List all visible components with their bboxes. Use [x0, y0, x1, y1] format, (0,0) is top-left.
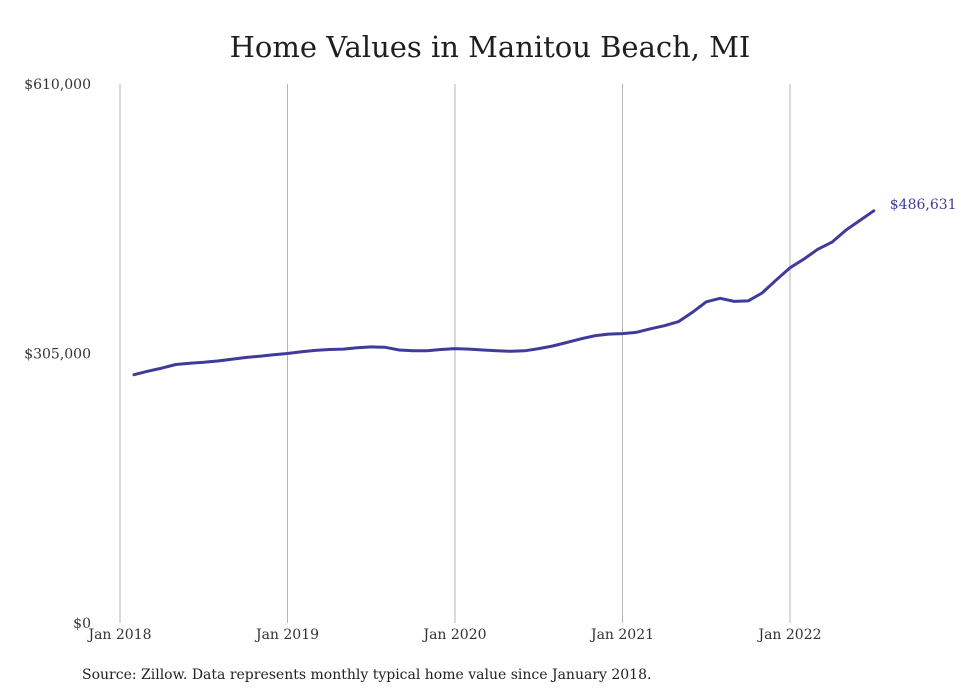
- x-tick-label: Jan 2022: [756, 627, 821, 643]
- data-point: [858, 219, 861, 222]
- data-point: [663, 324, 666, 327]
- data-point: [440, 348, 443, 351]
- data-point: [384, 346, 387, 349]
- data-point: [719, 297, 722, 300]
- data-point: [356, 346, 359, 349]
- data-point: [733, 300, 736, 303]
- data-point: [160, 367, 163, 370]
- data-point: [398, 348, 401, 351]
- data-point: [872, 209, 875, 212]
- data-point: [146, 370, 149, 373]
- data-point: [174, 363, 177, 366]
- data-point: [328, 348, 331, 351]
- data-point: [216, 360, 219, 363]
- series-line: [132, 209, 876, 377]
- data-point: [565, 341, 568, 344]
- chart-title: Home Values in Manitou Beach, MI: [229, 30, 751, 64]
- data-point: [677, 320, 680, 323]
- data-point: [467, 348, 470, 351]
- y-tick-label: $0: [73, 616, 91, 632]
- data-point: [523, 349, 526, 352]
- data-point: [244, 356, 247, 359]
- data-point: [579, 337, 582, 340]
- data-point: [202, 361, 205, 364]
- data-point: [342, 348, 345, 351]
- data-point: [789, 266, 792, 269]
- data-point: [607, 333, 610, 336]
- data-point: [802, 257, 805, 260]
- data-point: [649, 327, 652, 330]
- grid-lines: [119, 84, 791, 623]
- data-point: [300, 350, 303, 353]
- data-point: [132, 373, 135, 376]
- data-point: [816, 248, 819, 251]
- series-line-layer: [132, 209, 876, 377]
- data-point: [495, 349, 498, 352]
- data-point: [230, 358, 233, 361]
- data-point: [537, 347, 540, 350]
- data-point: [454, 347, 457, 350]
- data-point: [705, 300, 708, 303]
- data-point: [509, 350, 512, 353]
- y-axis-ticks: $0 $305,000 $610,000: [24, 77, 91, 632]
- data-point: [635, 331, 638, 334]
- data-point: [551, 344, 554, 347]
- data-point: [761, 291, 764, 294]
- source-note: Source: Zillow. Data represents monthly …: [82, 667, 652, 683]
- data-point: [775, 279, 778, 282]
- data-point: [621, 332, 624, 335]
- y-tick-label: $610,000: [24, 77, 91, 93]
- data-point: [747, 299, 750, 302]
- data-point: [188, 362, 191, 365]
- data-point: [844, 229, 847, 232]
- y-tick-label: $305,000: [24, 347, 91, 363]
- x-tick-label: Jan 2020: [421, 627, 486, 643]
- data-point: [412, 349, 415, 352]
- data-point: [830, 241, 833, 244]
- data-point: [481, 348, 484, 351]
- x-axis-ticks: Jan 2018 Jan 2019 Jan 2020 Jan 2021 Jan 2022: [86, 627, 821, 643]
- end-value-label: $486,631: [890, 197, 957, 213]
- x-tick-label: Jan 2018: [86, 627, 151, 643]
- data-point: [691, 311, 694, 314]
- data-point: [258, 355, 261, 358]
- data-point: [370, 345, 373, 348]
- x-tick-label: Jan 2021: [589, 627, 654, 643]
- data-point: [426, 349, 429, 352]
- x-tick-label: Jan 2019: [254, 627, 319, 643]
- data-point: [593, 334, 596, 337]
- data-point: [314, 349, 317, 352]
- data-point: [286, 352, 289, 355]
- data-point: [272, 353, 275, 356]
